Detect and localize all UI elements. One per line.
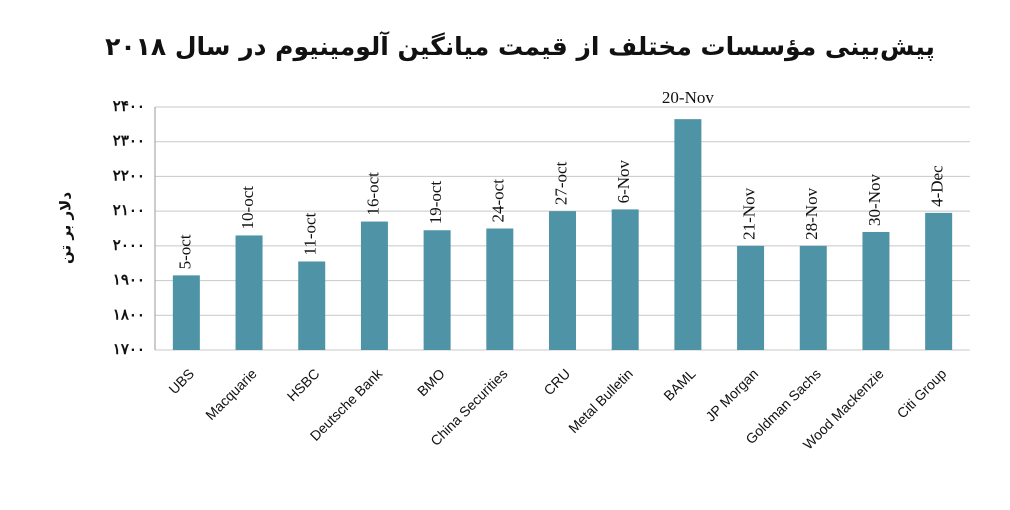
- x-tick-label: HSBC: [284, 365, 323, 404]
- y-tick-label: ۲۲۰۰: [113, 166, 145, 184]
- annotation: 30-Nov: [865, 174, 884, 226]
- annotation: 4-Dec: [928, 165, 947, 207]
- bar: [298, 261, 326, 350]
- bar: [799, 245, 827, 350]
- y-tick-label: ۲۰۰۰: [113, 236, 145, 254]
- bar: [611, 209, 639, 350]
- bar: [549, 211, 576, 350]
- bar: [235, 235, 263, 350]
- y-tick-label: ۲۳۰۰: [113, 132, 145, 150]
- x-tick-label: Citi Group: [894, 365, 950, 421]
- bar: [925, 212, 953, 350]
- annotation: 6-Nov: [614, 159, 633, 203]
- y-tick-label: ۲۱۰۰: [113, 201, 145, 219]
- y-tick-label: ۲۴۰۰: [113, 97, 145, 115]
- annotation: 16-oct: [363, 172, 382, 216]
- x-tick-label: JP Morgan: [702, 365, 761, 424]
- bar: [360, 221, 388, 350]
- annotation: 27-oct: [551, 161, 570, 205]
- x-tick-label: BAML: [660, 365, 698, 403]
- bar: [423, 230, 451, 350]
- x-tick-label: BMO: [414, 365, 448, 399]
- annotation: 11-oct: [301, 212, 320, 255]
- annotation: 10-oct: [238, 186, 257, 230]
- annotation: 28-Nov: [802, 187, 821, 239]
- bar: [862, 231, 890, 350]
- x-tick-label: Macquarie: [202, 365, 260, 423]
- y-tick-label: ۱۹۰۰: [113, 271, 145, 289]
- bar: [172, 275, 200, 350]
- x-tick-label: Metal Bulletin: [565, 365, 636, 436]
- annotation: 19-oct: [426, 181, 445, 225]
- bar: [737, 245, 765, 350]
- annotation: 5-oct: [175, 234, 194, 269]
- annotation: 20-Nov: [662, 88, 714, 107]
- x-tick-label: UBS: [165, 365, 197, 397]
- y-tick-label: ۱۷۰۰: [113, 340, 145, 358]
- bar: [486, 228, 514, 350]
- x-tick-label: CRU: [540, 365, 573, 398]
- y-tick-label: ۱۸۰۰: [113, 305, 145, 323]
- y-axis-label: دلار بر تن: [57, 192, 75, 264]
- bar: [674, 119, 702, 351]
- chart-title: پیش‌بینی مؤسسات مختلف از قیمت میانگین آل…: [105, 31, 935, 62]
- annotation: 21-Nov: [739, 187, 758, 239]
- annotation: 24-oct: [489, 179, 508, 223]
